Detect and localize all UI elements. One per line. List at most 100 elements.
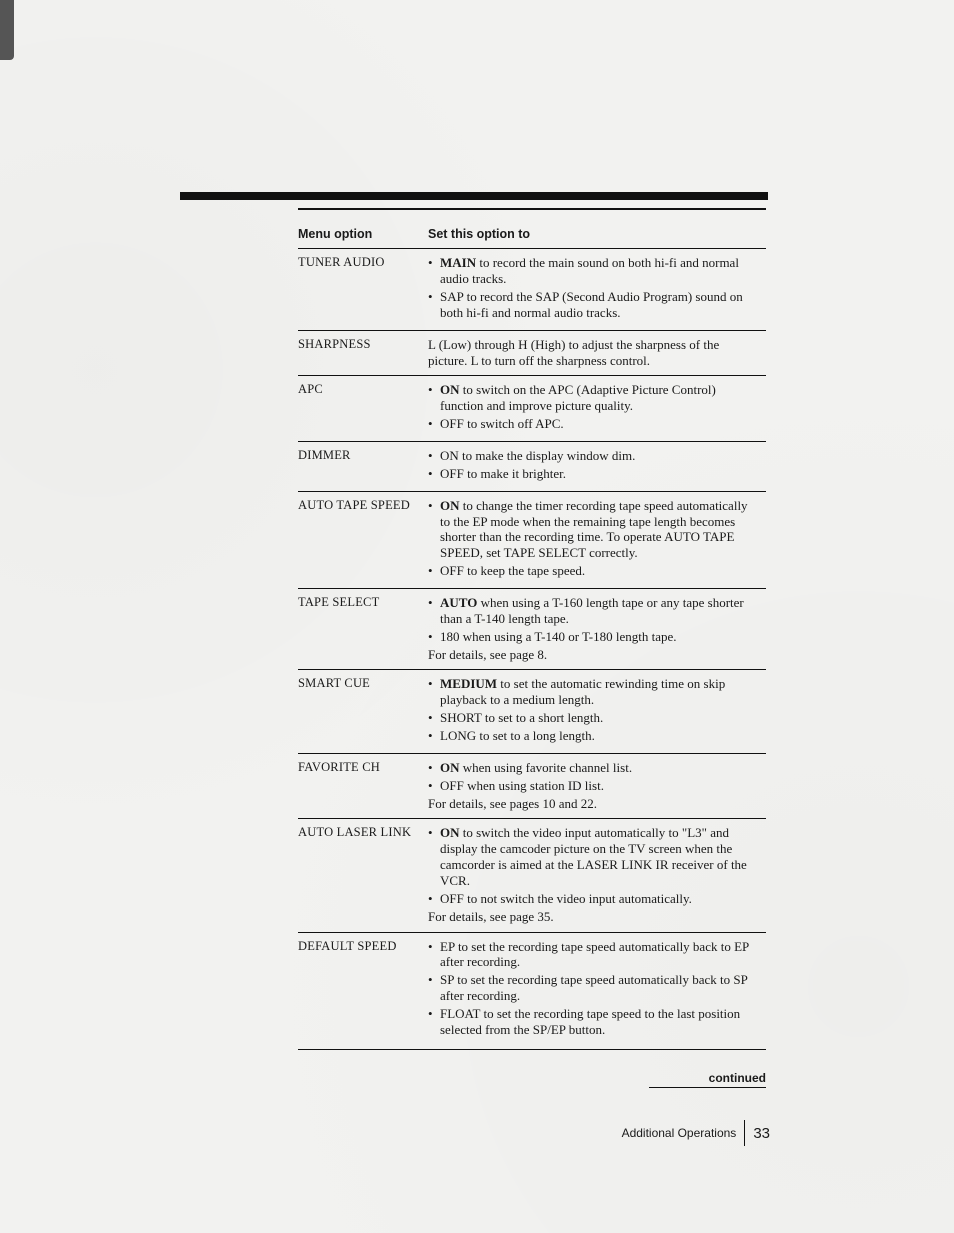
bullet-bold-lead: ON [440, 498, 460, 513]
option-description: MEDIUM to set the automatic rewinding ti… [426, 670, 766, 753]
option-description: AUTO when using a T-160 length tape or a… [426, 589, 766, 670]
option-description: ON to make the display window dim. OFF to… [426, 441, 766, 491]
option-label: DEFAULT SPEED [298, 932, 426, 1047]
option-bullet-list: EP to set the recording tape speed autom… [428, 939, 760, 1038]
option-bullet: SHORT to set to a short length. [428, 710, 760, 726]
option-description: EP to set the recording tape speed autom… [426, 932, 766, 1047]
bullet-rest: when using favorite channel list. [460, 760, 633, 775]
bullet-rest: OFF to switch off APC. [440, 416, 564, 431]
bullet-rest: SHORT to set to a short length. [440, 710, 603, 725]
option-label: SHARPNESS [298, 330, 426, 376]
option-bullet: OFF to switch off APC. [428, 416, 760, 432]
option-bullet: MAIN to record the main sound on both hi… [428, 255, 760, 287]
option-label: APC [298, 376, 426, 442]
option-label: TAPE SELECT [298, 589, 426, 670]
options-table: Menu option Set this option to TUNER AUD… [298, 223, 766, 1047]
footer-page-number: 33 [753, 1125, 770, 1142]
header-heavy-rule [180, 192, 768, 200]
option-bullet: EP to set the recording tape speed autom… [428, 939, 760, 971]
table-row: SMART CUEMEDIUM to set the automatic rew… [298, 670, 766, 753]
bullet-rest: OFF to make it brighter. [440, 466, 566, 481]
option-label: DIMMER [298, 441, 426, 491]
option-bullet: MEDIUM to set the automatic rewinding ti… [428, 676, 760, 708]
options-table-wrap: Menu option Set this option to TUNER AUD… [298, 223, 766, 1050]
option-label: AUTO LASER LINK [298, 819, 426, 932]
page-footer: Additional Operations 33 [560, 1120, 770, 1146]
footer-separator [744, 1120, 745, 1146]
option-bullet: OFF to not switch the video input automa… [428, 891, 760, 907]
bullet-rest: ON to make the display window dim. [440, 448, 635, 463]
bullet-rest: to switch the video input automatically … [440, 825, 747, 888]
bullet-rest: SAP to record the SAP (Second Audio Prog… [440, 289, 743, 320]
col-header-desc: Set this option to [426, 223, 766, 249]
option-description: ON to switch on the APC (Adaptive Pictur… [426, 376, 766, 442]
continued-label: continued [649, 1071, 766, 1088]
footer-section: Additional Operations [622, 1126, 737, 1140]
option-bullet-list: ON when using favorite channel list. OFF … [428, 760, 760, 794]
option-bullet: FLOAT to set the recording tape speed to… [428, 1006, 760, 1038]
table-row: TUNER AUDIOMAIN to record the main sound… [298, 249, 766, 330]
option-bullet: ON to switch the video input automatical… [428, 825, 760, 888]
option-tail-note: For details, see pages 10 and 22. [428, 796, 760, 812]
bullet-bold-lead: ON [440, 825, 460, 840]
option-bullet: OFF to make it brighter. [428, 466, 760, 482]
option-bullet-list: MAIN to record the main sound on both hi… [428, 255, 760, 320]
option-bullet-list: ON to switch the video input automatical… [428, 825, 760, 906]
bullet-rest: when using a T-160 length tape or any ta… [440, 595, 744, 626]
option-bullet-list: ON to make the display window dim. OFF to… [428, 448, 760, 482]
bullet-bold-lead: AUTO [440, 595, 477, 610]
option-bullet-list: MEDIUM to set the automatic rewinding ti… [428, 676, 760, 743]
table-row: AUTO LASER LINKON to switch the video in… [298, 819, 766, 932]
bullet-bold-lead: ON [440, 382, 460, 397]
table-row: FAVORITE CHON when using favorite channe… [298, 753, 766, 819]
option-bullet: SP to set the recording tape speed autom… [428, 972, 760, 1004]
option-description: ON to change the timer recording tape sp… [426, 491, 766, 588]
option-label: TUNER AUDIO [298, 249, 426, 330]
bullet-bold-lead: MEDIUM [440, 676, 497, 691]
bullet-rest: LONG to set to a long length. [440, 728, 595, 743]
option-plain-text: L (Low) through H (High) to adjust the s… [428, 337, 760, 369]
option-bullet: 180 when using a T-140 or T-180 length t… [428, 629, 760, 645]
option-description: L (Low) through H (High) to adjust the s… [426, 330, 766, 376]
table-row: APCON to switch on the APC (Adaptive Pic… [298, 376, 766, 442]
table-row: SHARPNESSL (Low) through H (High) to adj… [298, 330, 766, 376]
bullet-rest: SP to set the recording tape speed autom… [440, 972, 747, 1003]
option-bullet: OFF to keep the tape speed. [428, 563, 760, 579]
option-description: MAIN to record the main sound on both hi… [426, 249, 766, 330]
option-tail-note: For details, see page 35. [428, 909, 760, 925]
bullet-rest: OFF to not switch the video input automa… [440, 891, 692, 906]
option-bullet-list: ON to switch on the APC (Adaptive Pictur… [428, 382, 760, 432]
bullet-rest: to switch on the APC (Adaptive Picture C… [440, 382, 716, 413]
option-label: SMART CUE [298, 670, 426, 753]
bullet-rest: to change the timer recording tape speed… [440, 498, 748, 561]
page-edge-artifact [0, 0, 14, 60]
bullet-rest: to record the main sound on both hi-fi a… [440, 255, 739, 286]
table-row: DIMMERON to make the display window dim.… [298, 441, 766, 491]
option-bullet: ON to change the timer recording tape sp… [428, 498, 760, 561]
table-row: AUTO TAPE SPEEDON to change the timer re… [298, 491, 766, 588]
option-description: ON when using favorite channel list. OFF … [426, 753, 766, 819]
option-label: FAVORITE CH [298, 753, 426, 819]
table-top-rule [298, 208, 766, 210]
option-bullet: ON when using favorite channel list. [428, 760, 760, 776]
col-header-option: Menu option [298, 223, 426, 249]
bullet-rest: 180 when using a T-140 or T-180 length t… [440, 629, 677, 644]
bullet-rest: OFF to keep the tape speed. [440, 563, 585, 578]
option-label: AUTO TAPE SPEED [298, 491, 426, 588]
bullet-rest: EP to set the recording tape speed autom… [440, 939, 749, 970]
table-bottom-rule [298, 1049, 766, 1050]
option-bullet: SAP to record the SAP (Second Audio Prog… [428, 289, 760, 321]
bullet-rest: OFF when using station ID list. [440, 778, 604, 793]
option-bullet: ON to make the display window dim. [428, 448, 760, 464]
option-bullet: OFF when using station ID list. [428, 778, 760, 794]
bullet-rest: FLOAT to set the recording tape speed to… [440, 1006, 740, 1037]
option-tail-note: For details, see page 8. [428, 647, 760, 663]
option-bullet: ON to switch on the APC (Adaptive Pictur… [428, 382, 760, 414]
option-description: ON to switch the video input automatical… [426, 819, 766, 932]
option-bullet-list: ON to change the timer recording tape sp… [428, 498, 760, 579]
bullet-bold-lead: ON [440, 760, 460, 775]
option-bullet: LONG to set to a long length. [428, 728, 760, 744]
table-row: DEFAULT SPEED EP to set the recording tap… [298, 932, 766, 1047]
option-bullet-list: AUTO when using a T-160 length tape or a… [428, 595, 760, 645]
bullet-bold-lead: MAIN [440, 255, 476, 270]
